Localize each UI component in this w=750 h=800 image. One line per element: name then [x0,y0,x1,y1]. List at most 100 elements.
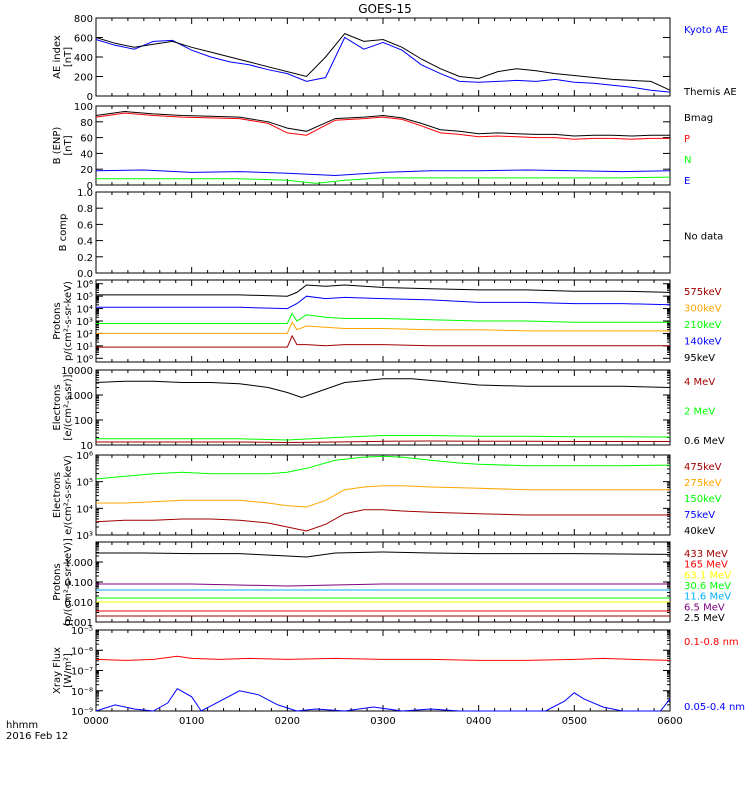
y-tick-label: 1.000 [64,558,93,569]
legend-label: E [684,176,690,187]
y-axis-label: Electrons [52,384,63,430]
panel-frame [95,105,671,186]
series-line [95,655,671,661]
series-line [96,334,670,348]
legend-label: 4 MeV [684,377,715,388]
series-line [95,169,671,177]
series-line [95,455,671,480]
x-tick-label: 0100 [179,716,204,727]
legend-label: 150keV [684,494,722,505]
legend-label: 300keV [684,304,722,315]
y-axis-label: [e/(cm²-s-sr)] [63,374,74,440]
legend-label: 2 MeV [684,407,715,418]
series-line [96,295,671,310]
legend-label: 475keV [684,462,722,473]
x-tick-label: 0400 [466,716,491,727]
legend-label: 6.5 MeV [684,602,725,613]
y-tick-label: 100 [74,416,93,427]
y-axis-label: [nT] [63,135,74,155]
y-axis-label: Xray Flux [52,647,63,694]
panel-frame [95,279,671,363]
y-tick-label: 10⁻⁷ [71,667,93,678]
y-tick-label: 0.0 [77,269,93,280]
panel-frame [95,369,671,446]
series-line [96,284,671,297]
y-tick-label: 1.0 [77,188,93,199]
y-axis-label: p/(cm²-s-sr-keV) [63,281,74,361]
y-tick-label: 10³ [76,317,93,328]
legend-label: 165 MeV [684,560,728,571]
y-tick-label: 0.6 [77,220,93,231]
series-line [96,551,671,558]
series-line [95,36,671,93]
y-tick-label: 0.2 [77,253,93,264]
y-tick-label: 0 [87,181,93,192]
legend-label: 11.6 MeV [684,592,731,603]
y-tick-label: 10⁻⁶ [71,646,93,657]
legend-label: P [684,134,690,145]
y-tick-label: 10² [76,329,93,340]
y-tick-label: 10³ [76,531,93,542]
legend-label: 0.1-0.8 nm [684,637,739,648]
series-line [95,688,671,712]
legend-label: N [684,155,691,166]
y-tick-label: 10⁴ [76,504,93,515]
panel-frame [95,191,671,274]
legend-label: 210keV [684,320,722,331]
y-tick-label: 10⁵ [76,478,93,489]
series-line [96,176,671,184]
legend-label: 433 MeV [684,549,728,560]
y-tick-label: 10⁻⁹ [71,707,93,718]
y-tick-label: 0.010 [64,598,93,609]
y-tick-label: 400 [74,53,93,64]
series-line [95,112,670,140]
y-tick-label: 80 [80,118,93,129]
y-tick-label: 10 [80,441,93,452]
y-axis-label: [p/(cm²-s-sr-keV)] [63,538,74,626]
y-axis-label: [W/m²] [63,653,74,688]
y-tick-label: 0.8 [77,204,93,215]
y-tick-label: 0.4 [77,237,93,248]
y-axis-label: Electrons [52,472,63,518]
legend-label: 75keV [684,510,715,521]
y-tick-label: 10⁴ [76,305,93,316]
legend-label: Themis AE [683,87,737,98]
series-line [95,509,670,532]
legend-label: 95keV [684,353,715,364]
legend-label: 0.6 MeV [684,436,725,447]
chart-title: GOES-15 [358,2,412,16]
y-tick-label: 10⁻⁵ [71,626,93,637]
legend-label: 575keV [684,287,722,298]
y-tick-label: 10⁶ [76,280,93,291]
y-axis-label: B comp [58,214,69,252]
x-tick-label: 0600 [657,716,682,727]
y-tick-label: 0 [87,92,93,103]
legend-label: 140keV [684,337,722,348]
y-tick-label: 40 [80,149,93,160]
y-tick-label: 10⁶ [76,451,93,462]
x-tick-label: 0200 [275,716,300,727]
legend-label: 275keV [684,478,722,489]
y-tick-label: 60 [80,134,93,145]
legend-label: 0.05-0.4 nm [684,702,745,713]
x-tick-label: 0500 [562,716,587,727]
legend-label: 40keV [684,526,715,537]
series-line [95,110,670,137]
y-axis-label: e/(cm²-s-sr-keV) [63,455,74,535]
x-tick-label: 0300 [370,716,395,727]
y-axis-label: Protons [52,302,63,339]
panel-frame [95,454,671,536]
y-tick-label: 600 [74,34,93,45]
legend-label: 30.6 MeV [684,581,731,592]
y-tick-label: 1000 [68,391,93,402]
y-tick-label: 10000 [61,366,93,377]
legend-label: 63.1 MeV [684,570,731,581]
y-tick-label: 20 [80,165,93,176]
series-line [96,583,670,587]
legend-label: Kyoto AE [684,25,728,36]
y-tick-label: 10⁵ [76,292,93,303]
series-line [96,440,670,444]
series-line [95,378,671,399]
y-tick-label: 10⁻⁸ [71,687,93,698]
